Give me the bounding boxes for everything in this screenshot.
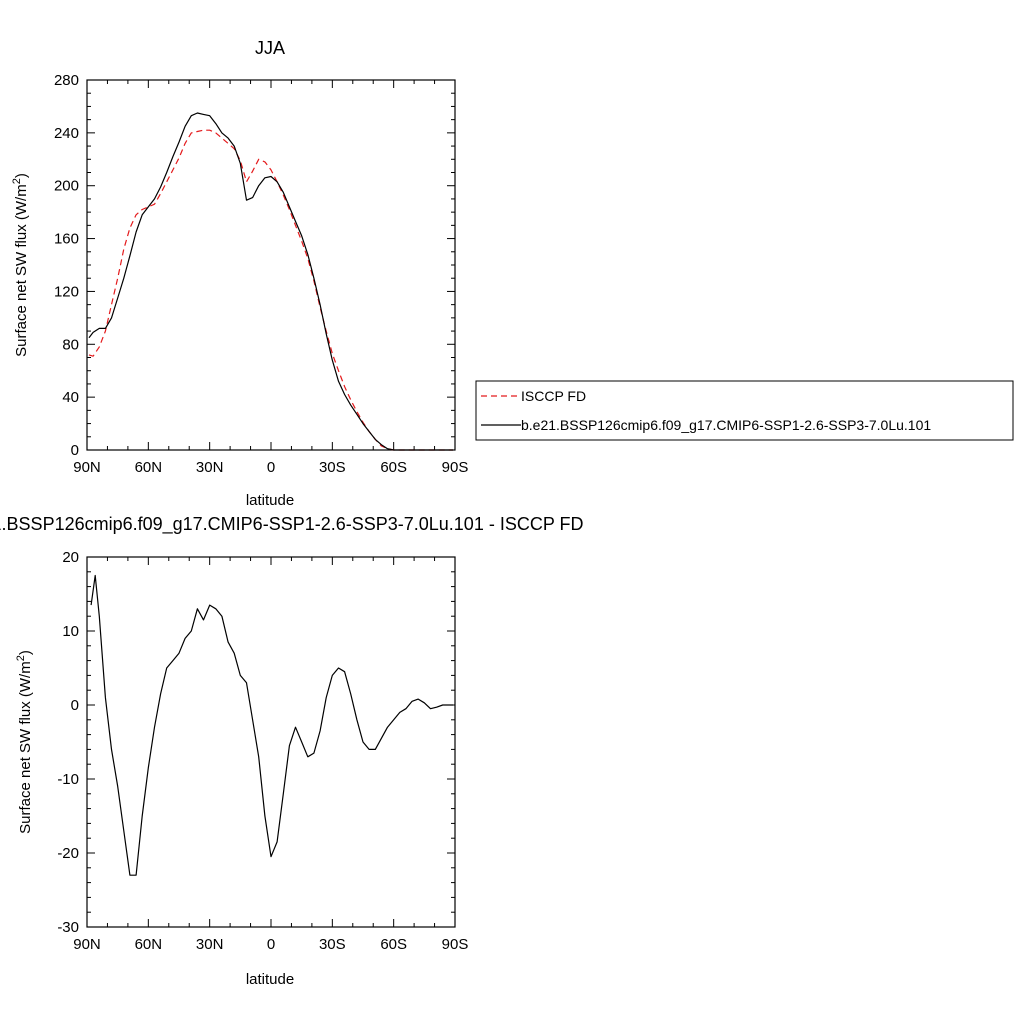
x-tick-label: 30S [319,459,346,476]
top-plot-ylabel: Surface net SW flux (W/m2) [11,173,30,357]
top-plot-frame [86,79,456,451]
bottom-plot-ylabel: Surface net SW flux (W/m2) [15,650,34,834]
x-tick-label: 30N [196,459,224,476]
x-tick-label: 60S [380,459,407,476]
bottom-plot-y-axis: -30 -20 -10 0 10 20 [57,549,455,936]
x-tick-label: 90S [442,459,469,476]
y-tick-label: 120 [54,283,79,300]
y-tick-label: -10 [57,771,79,788]
y-tick-label: -20 [57,845,79,862]
bottom-plot: b.e21.BSSP126cmip6.f09_g17.CMIP6-SSP1-2.… [0,514,584,988]
legend-label-model: b.e21.BSSP126cmip6.f09_g17.CMIP6-SSP1-2.… [521,417,931,433]
y-tick-label: -30 [57,919,79,936]
legend-label-isccp: ISCCP FD [521,388,586,404]
y-tick-label: 80 [62,336,79,353]
x-tick-label: 60N [135,936,163,953]
bottom-plot-frame [86,556,456,928]
bottom-plot-xlabel: latitude [246,971,294,988]
y-tick-label: 280 [54,72,79,89]
x-tick-label: 90N [73,936,101,953]
y-tick-label: 200 [54,178,79,195]
y-tick-label: 0 [71,442,79,459]
x-tick-label: 60N [135,459,163,476]
y-tick-label: 40 [62,389,79,406]
x-tick-label: 60S [380,936,407,953]
y-tick-label: 20 [62,549,79,566]
bottom-plot-x-axis: 90N 60N 30N 0 30S 60S 90S [73,557,468,953]
series-line-1 [90,574,453,876]
top-plot-x-axis: 90N 60N 30N 0 30S 60S 90S [73,80,468,476]
top-plot-title: JJA [255,38,285,58]
x-tick-label: 30N [196,936,224,953]
y-tick-label: 0 [71,697,79,714]
top-plot-y-axis: 0 40 80 120 160 200 240 280 [54,72,455,459]
y-tick-label: 160 [54,231,79,248]
series-line-1 [88,129,453,451]
top-plot-series [88,112,453,451]
top-plot: JJA 90N 60N 30N 0 30S 60S 90S 0 40 80 120 160 200 24… [11,38,468,509]
y-tick-label: 10 [62,623,79,640]
x-tick-label: 30S [319,936,346,953]
top-plot-xlabel: latitude [246,492,294,509]
legend: ISCCP FD b.e21.BSSP126cmip6.f09_g17.CMIP… [475,380,1014,441]
legend-frame [475,380,1014,441]
series-line-2 [88,112,453,451]
x-tick-label: 90N [73,459,101,476]
x-tick-label: 0 [267,936,275,953]
bottom-plot-series [90,574,453,876]
y-tick-label: 240 [54,125,79,142]
x-tick-label: 0 [267,459,275,476]
bottom-plot-title: b.e21.BSSP126cmip6.f09_g17.CMIP6-SSP1-2.… [0,514,584,535]
x-tick-label: 90S [442,936,469,953]
